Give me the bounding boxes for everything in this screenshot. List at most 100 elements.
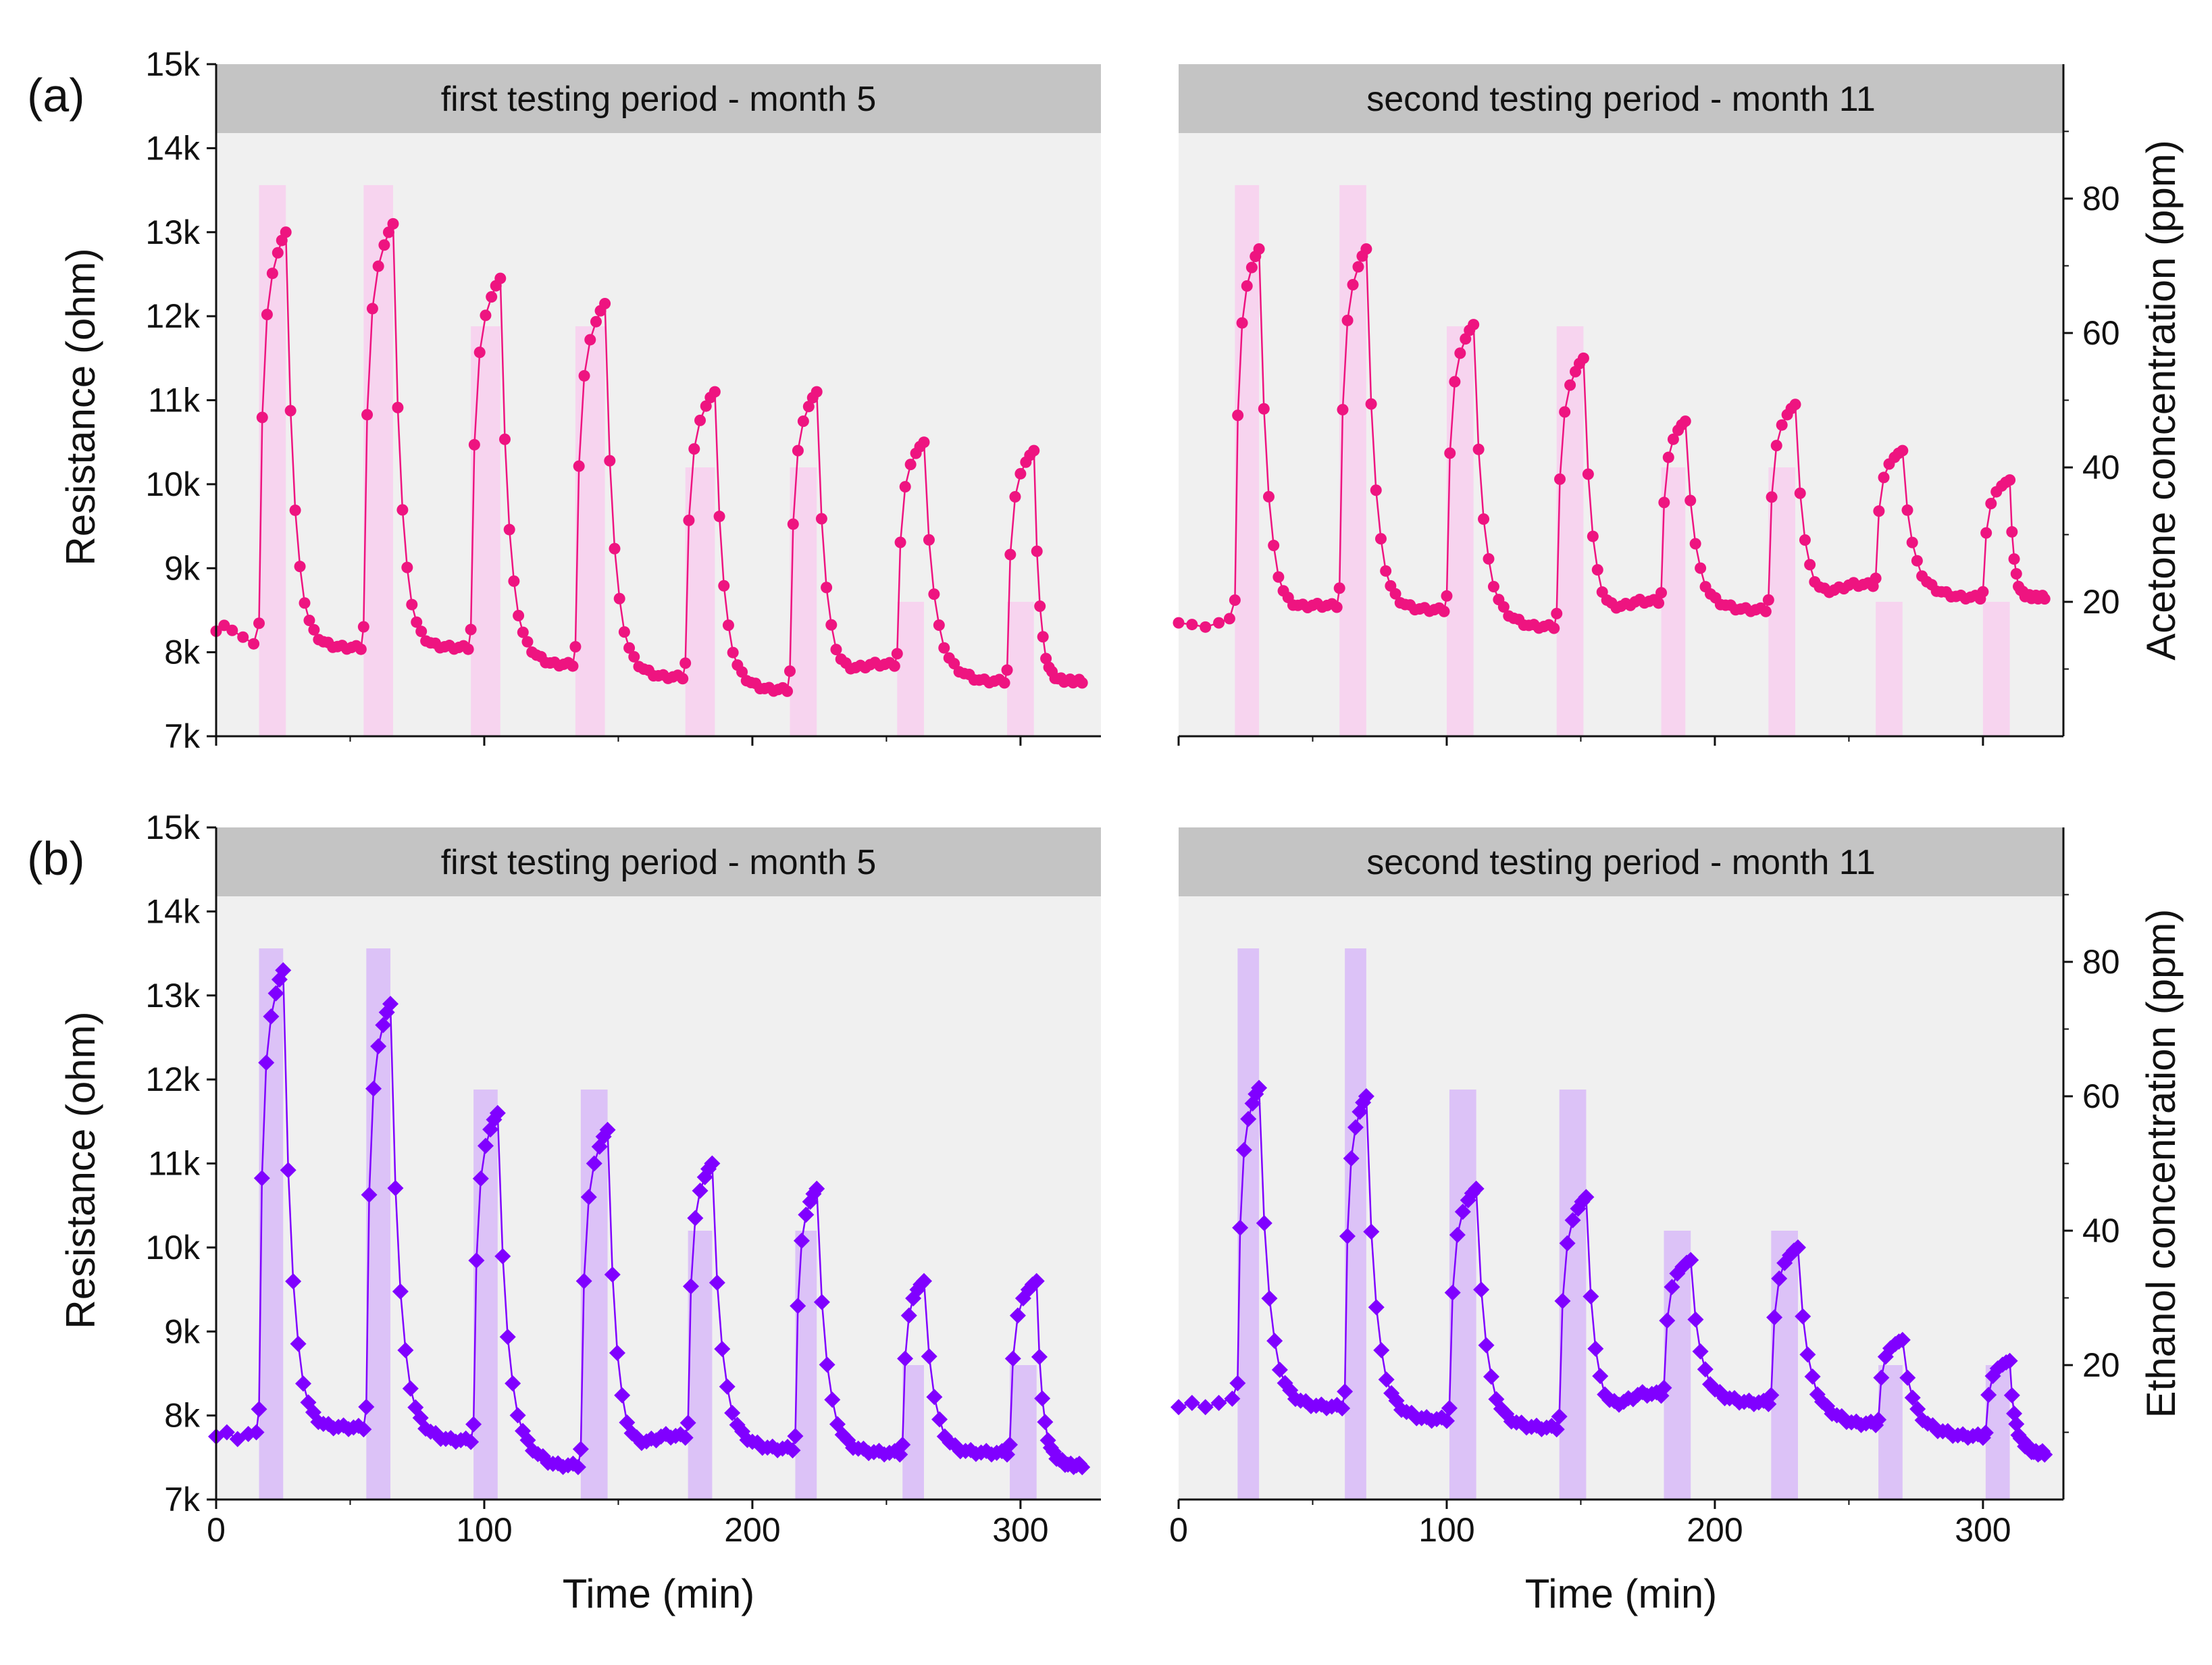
data-point (1592, 1368, 1609, 1385)
data-point (1870, 572, 1882, 584)
data-point (1333, 582, 1345, 594)
data-point (1804, 559, 1816, 571)
concentration-pulse (1339, 185, 1366, 737)
data-point (1197, 1399, 1214, 1416)
y-tick-label: 15k (145, 45, 201, 83)
data-point (604, 455, 616, 467)
data-point (1909, 1400, 1926, 1417)
data-point (821, 582, 833, 594)
data-point (1980, 527, 1992, 539)
data-point (1790, 1239, 1806, 1256)
data-point (387, 1179, 404, 1196)
data-point (1582, 468, 1594, 480)
data-point (1564, 1212, 1581, 1229)
data-point (1473, 1281, 1490, 1298)
data-point (372, 260, 384, 272)
data-point (1478, 513, 1490, 525)
data-point (1487, 581, 1499, 593)
concentration-pulse (1446, 326, 1474, 736)
data-point (1232, 1219, 1249, 1236)
data-point (888, 660, 900, 672)
data-point (1331, 601, 1343, 613)
x-tick-label: 200 (1687, 1511, 1743, 1549)
data-point (926, 1389, 943, 1406)
data-point (272, 247, 284, 259)
data-point (473, 347, 486, 359)
data-point (1587, 530, 1599, 542)
data-point (572, 1441, 589, 1458)
data-point (1365, 398, 1377, 410)
y-tick-label: 9k (164, 549, 201, 587)
concentration-pulse (473, 1090, 498, 1500)
data-point (802, 401, 815, 413)
data-point (692, 1182, 709, 1199)
data-point (366, 303, 378, 315)
plot-area (1179, 64, 2063, 736)
data-point (1899, 1369, 1916, 1386)
data-point (463, 1433, 480, 1450)
data-point (480, 309, 492, 322)
data-point (613, 592, 625, 605)
y-tick-label: 15k (145, 809, 201, 846)
data-point (1368, 1299, 1385, 1316)
data-point (266, 267, 278, 280)
data-point (894, 1436, 911, 1453)
period-title: first testing period - month 5 (441, 843, 877, 882)
y2-axis-title: Acetone concentration (ppm) (2138, 140, 2184, 660)
data-point (357, 621, 369, 633)
y-tick-label: 8k (164, 1397, 201, 1435)
data-point (1655, 1379, 1672, 1396)
data-point (465, 1416, 482, 1433)
data-point (1236, 317, 1248, 329)
data-point (586, 1155, 602, 1172)
data-point (1034, 1390, 1051, 1407)
data-point (2004, 474, 2016, 486)
data-point (784, 1442, 801, 1459)
data-point (916, 1273, 932, 1289)
data-point (263, 1008, 280, 1025)
data-point (918, 436, 930, 449)
y-tick-label: 8k (164, 634, 201, 671)
data-point (1009, 1307, 1026, 1324)
data-point (727, 646, 739, 659)
data-point (1028, 1273, 1045, 1289)
data-point (573, 460, 585, 472)
data-point (1564, 379, 1576, 391)
data-point (998, 677, 1010, 689)
y-axis-title: Resistance (ohm) (58, 1011, 103, 1329)
data-point (1444, 1284, 1461, 1301)
data-point (1358, 1088, 1374, 1104)
data-point (604, 1266, 621, 1283)
data-point (1438, 1412, 1455, 1429)
data-point (472, 1170, 489, 1187)
data-point (1241, 280, 1253, 292)
data-point (784, 665, 796, 677)
data-point (1897, 444, 1909, 457)
data-point (1766, 1309, 1783, 1326)
data-point (1337, 403, 1349, 415)
data-point (1001, 664, 1013, 676)
panel-label: (a) (27, 69, 85, 122)
data-point (256, 411, 268, 424)
data-point (897, 1350, 914, 1367)
data-point (1272, 571, 1285, 583)
data-point (1200, 621, 1212, 633)
data-point (1583, 1288, 1599, 1305)
data-point (677, 673, 689, 685)
data-point (679, 657, 692, 669)
data-point (1245, 261, 1258, 274)
concentration-pulse (575, 326, 605, 736)
data-point (294, 561, 306, 573)
data-point (1759, 605, 1772, 617)
data-point (1695, 562, 1707, 574)
data-point (1171, 1399, 1187, 1416)
data-point (1441, 1400, 1458, 1416)
data-point (580, 1189, 597, 1206)
data-point (683, 514, 695, 526)
data-point (1483, 1368, 1499, 1385)
period-banner (216, 64, 1101, 133)
data-point (411, 616, 423, 628)
data-point (1692, 1343, 1709, 1360)
data-point (1878, 471, 1890, 484)
data-point (609, 1344, 625, 1361)
